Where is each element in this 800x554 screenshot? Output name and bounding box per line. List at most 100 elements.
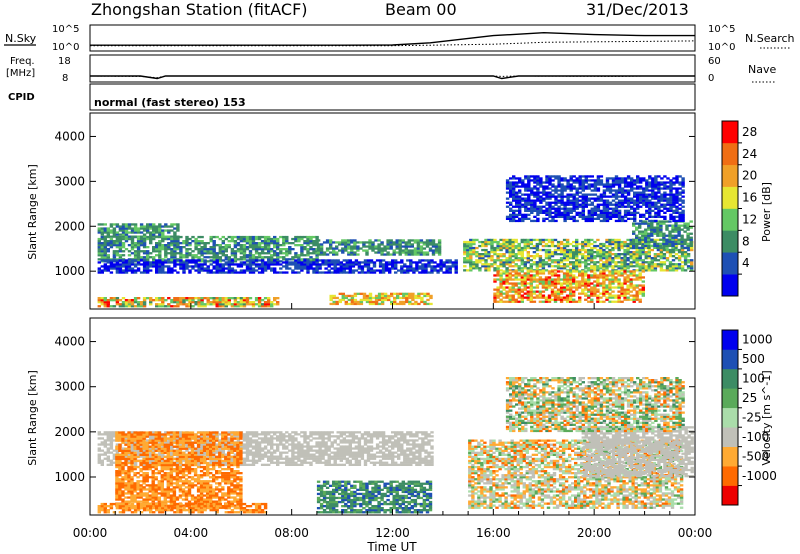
power-cell: [644, 257, 648, 260]
power-cell: [572, 199, 576, 202]
power-cell: [419, 251, 424, 254]
power-cell: [173, 265, 177, 268]
power-cell: [602, 209, 607, 212]
power-cell: [448, 267, 452, 270]
power-cell: [605, 203, 610, 206]
power-cell: [620, 205, 625, 208]
power-cell: [300, 235, 304, 239]
power-cell: [526, 292, 530, 295]
power-cell: [306, 235, 310, 239]
power-cell: [657, 195, 661, 198]
power-cell: [518, 181, 522, 184]
power-cell: [502, 282, 506, 285]
power-cell: [550, 238, 555, 242]
power-cell: [518, 205, 522, 208]
power-cell: [484, 259, 488, 262]
power-cell: [608, 177, 613, 180]
power-colorbar-label: Power [dB]: [760, 182, 773, 242]
power-cell: [617, 209, 622, 212]
power-cell: [629, 282, 633, 285]
power-cell: [593, 272, 597, 275]
power-cell: [417, 296, 421, 300]
power-cell: [520, 253, 524, 256]
nsearch-tick-top: 10^5: [708, 24, 735, 35]
power-cell: [680, 248, 685, 252]
power-cell: [620, 195, 625, 198]
power-cell: [434, 247, 439, 250]
power-cell: [387, 296, 391, 300]
power-cell: [620, 269, 624, 272]
power-cell: [429, 302, 433, 306]
power-cell: [409, 259, 413, 262]
power-cell: [409, 265, 413, 268]
power-cell: [517, 282, 521, 285]
power-cell: [569, 284, 573, 287]
power-cell: [668, 232, 672, 235]
power-cell: [505, 238, 509, 242]
power-cell: [118, 233, 123, 236]
power-cell: [179, 246, 183, 249]
power-cell: [653, 253, 658, 256]
power-cell: [158, 231, 162, 234]
power-cell: [496, 267, 500, 270]
power-cell: [651, 197, 655, 200]
power-cell: [493, 292, 497, 295]
power-cell: [368, 294, 373, 298]
power-cell: [602, 211, 607, 214]
power-cell: [445, 259, 449, 262]
power-cell: [638, 226, 642, 229]
power-cell: [514, 282, 518, 285]
power-cell: [230, 254, 235, 257]
power-cell: [291, 248, 295, 251]
power-cell: [499, 263, 503, 266]
power-cell: [636, 199, 640, 202]
power-cell: [659, 244, 663, 247]
power-cell: [620, 201, 625, 204]
power-cell: [557, 177, 561, 180]
power-cell: [412, 271, 416, 274]
power-cell: [496, 270, 500, 273]
power-cell: [103, 235, 107, 238]
power-cell: [530, 187, 534, 190]
power-cell: [407, 243, 411, 246]
power-cell: [541, 282, 546, 285]
power-cell: [115, 246, 120, 249]
power-cell: [565, 259, 570, 262]
power-cell: [530, 175, 534, 178]
power-cell: [233, 297, 238, 300]
power-cell: [496, 288, 500, 291]
power-cell: [529, 246, 533, 250]
power-cell: [115, 235, 120, 239]
power-cell: [389, 239, 393, 242]
power-cell: [575, 207, 579, 210]
power-cell: [338, 249, 342, 252]
power-cell: [239, 263, 244, 266]
power-cell: [647, 255, 651, 258]
power-cell: [206, 303, 210, 306]
power-cell: [321, 271, 325, 274]
power-cell: [547, 278, 552, 281]
power-cell: [130, 229, 135, 232]
power-cell: [651, 187, 655, 190]
power-cell: [164, 254, 168, 257]
power-cell: [539, 195, 543, 198]
power-cell: [267, 265, 271, 268]
power-cell: [472, 248, 476, 252]
power-cell: [611, 259, 615, 262]
power-cell: [142, 305, 147, 308]
power-cell: [663, 193, 667, 196]
power-cell: [267, 256, 271, 259]
power-cell: [614, 205, 619, 208]
power-cell: [118, 259, 123, 262]
power-cell: [608, 183, 613, 186]
power-cell: [656, 248, 661, 252]
power-cell: [179, 252, 183, 255]
power-cell: [635, 240, 639, 243]
power-cell: [463, 240, 467, 244]
power-cell: [152, 261, 156, 264]
power-cell: [672, 197, 676, 200]
power-cell: [312, 248, 316, 251]
power-cell: [454, 271, 458, 274]
power-cell: [645, 195, 649, 198]
power-cell: [412, 267, 416, 270]
